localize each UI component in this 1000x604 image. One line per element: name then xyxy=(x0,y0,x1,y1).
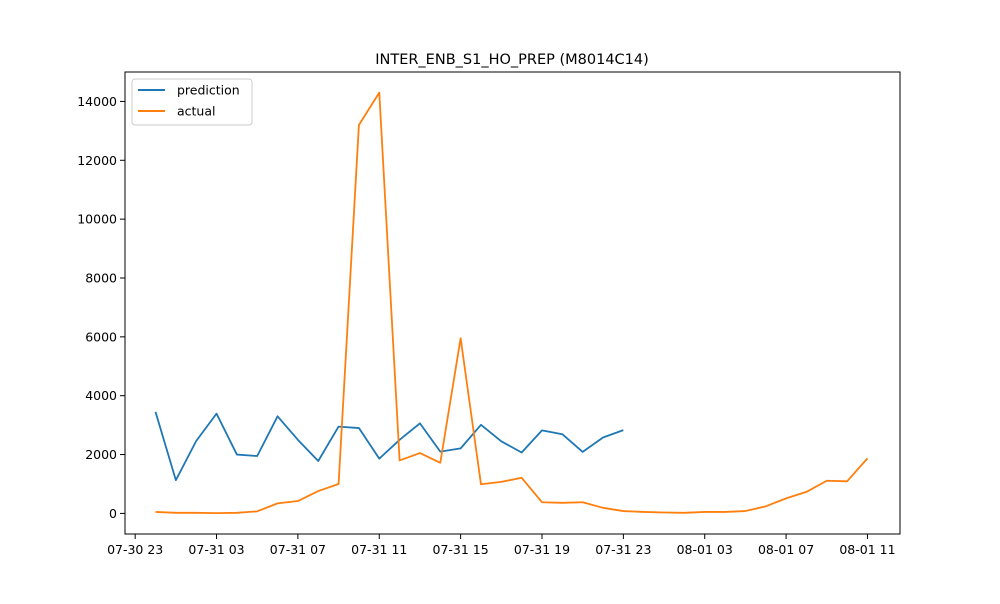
y-tick-label: 14000 xyxy=(77,94,117,109)
legend: prediction actual xyxy=(131,78,253,126)
plot-frame xyxy=(124,71,901,535)
x-tick-label: 07-31 19 xyxy=(514,542,570,557)
series-lines xyxy=(154,91,869,515)
legend-label-prediction: prediction xyxy=(177,83,240,98)
series-line-prediction xyxy=(154,411,624,482)
x-tick-label: 07-31 11 xyxy=(351,542,407,557)
y-tick-label: 8000 xyxy=(85,270,117,285)
chart-title: INTER_ENB_S1_HO_PREP (M8014C14) xyxy=(375,52,649,68)
y-tick-label: 12000 xyxy=(77,153,117,168)
x-axis: 07-30 23 07-31 03 07-31 07 07-31 11 07-31 15… xyxy=(107,534,896,557)
series-line-actual xyxy=(155,91,869,515)
y-tick-label: 0 xyxy=(109,506,117,521)
y-axis: 0 2000 4000 6000 8000 10000 12000 14000 xyxy=(77,94,125,521)
x-tick-label: 07-31 03 xyxy=(188,542,244,557)
y-tick-label: 6000 xyxy=(85,329,117,344)
x-tick-label: 08-01 07 xyxy=(758,542,814,557)
x-tick-label: 07-31 23 xyxy=(595,542,651,557)
x-tick-label: 07-31 15 xyxy=(433,542,489,557)
x-tick-label: 07-30 23 xyxy=(107,542,163,557)
y-tick-label: 2000 xyxy=(85,447,117,462)
y-tick-label: 4000 xyxy=(85,388,117,403)
x-tick-label: 08-01 11 xyxy=(839,542,895,557)
x-tick-label: 07-31 07 xyxy=(270,542,326,557)
x-tick-label: 08-01 03 xyxy=(677,542,733,557)
y-tick-label: 10000 xyxy=(77,212,117,227)
legend-label-actual: actual xyxy=(177,104,216,119)
